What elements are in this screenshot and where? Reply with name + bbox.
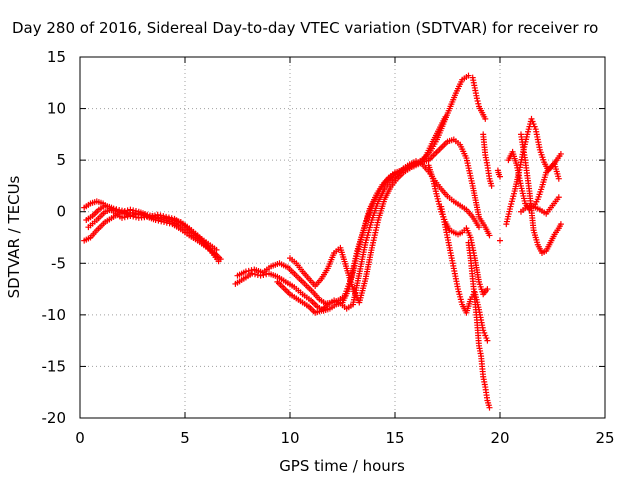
data-point-interp <box>116 206 123 213</box>
y-tick-label: 0 <box>56 203 66 221</box>
data-point <box>497 237 503 244</box>
grid <box>80 57 605 418</box>
data-point <box>488 182 495 189</box>
series-track-m <box>480 131 495 189</box>
data-point <box>497 173 503 180</box>
data-point-interp <box>166 220 173 227</box>
y-tick-label: 15 <box>47 48 66 66</box>
data-point <box>242 268 249 275</box>
data-point-interp <box>475 100 482 107</box>
y-tick-label: 5 <box>56 151 66 169</box>
x-tick-label: 25 <box>595 429 614 447</box>
series-track-c <box>83 202 220 253</box>
data-point <box>211 251 218 258</box>
data-point <box>127 206 134 213</box>
series-track-g <box>274 158 482 316</box>
data-point-interp <box>168 215 175 222</box>
y-tick-label: -5 <box>51 254 66 272</box>
x-tick-label: 5 <box>180 429 190 447</box>
data-point-interp <box>130 213 137 220</box>
data-point <box>484 286 491 293</box>
data-point-interp <box>132 210 139 217</box>
y-tick-label: -20 <box>42 409 67 427</box>
data-point <box>127 212 134 219</box>
data-point-interp <box>158 218 165 225</box>
data-point-interp <box>165 214 172 221</box>
data-point-interp <box>252 271 258 278</box>
data-point-interp <box>163 219 170 226</box>
series-track-h <box>287 136 493 306</box>
plot-frame <box>79 56 606 419</box>
y-axis: 15 10 5 0 -5 -10 -15 -20 <box>42 48 605 427</box>
data-point <box>476 224 482 231</box>
y-tick-label: -10 <box>42 306 67 324</box>
data-point-interp <box>254 271 261 278</box>
data-point <box>482 115 489 122</box>
data-point-interp <box>113 206 120 213</box>
x-axis: 0 5 10 15 20 25 <box>75 57 615 447</box>
data-point-interp <box>245 267 252 274</box>
series-track-l <box>469 74 489 122</box>
data-point <box>137 211 144 218</box>
x-tick-label: 20 <box>490 429 509 447</box>
x-tick-label: 15 <box>385 429 404 447</box>
data-point <box>557 221 564 228</box>
data-point <box>129 209 136 216</box>
data-point <box>110 205 117 212</box>
data-point-interp <box>151 212 158 219</box>
series-track-n <box>494 167 503 180</box>
series-track-k <box>465 239 493 411</box>
y-axis-label: SDTVAR / TECUs <box>5 175 23 298</box>
data-point-interp <box>160 213 167 220</box>
data-point <box>249 270 256 277</box>
series-track-d <box>85 205 218 258</box>
series-track-o <box>497 237 503 244</box>
data-point <box>484 337 491 344</box>
series-track-j <box>438 203 491 344</box>
series-track-s <box>518 194 562 217</box>
y-tick-label: -15 <box>42 357 67 375</box>
chart-title: Day 280 of 2016, Sidereal Day-to-day VTE… <box>12 19 598 37</box>
data-point-interp <box>135 211 142 218</box>
y-tick-label: 10 <box>47 100 66 118</box>
x-axis-label: GPS time / hours <box>279 457 405 475</box>
data-point <box>486 404 493 411</box>
data-point <box>557 150 564 157</box>
data-point-interp <box>157 212 164 219</box>
data-point-interp <box>121 214 128 221</box>
data-point <box>152 216 159 223</box>
data-point-interp <box>133 214 139 221</box>
data-point <box>442 113 449 120</box>
series-track-f <box>234 113 449 307</box>
data-point-interp <box>155 217 162 224</box>
data-point <box>161 219 167 226</box>
data-point <box>473 95 480 102</box>
data-point-interp <box>474 98 481 105</box>
data-point <box>217 256 224 263</box>
data-points <box>81 72 564 411</box>
data-point <box>154 211 161 218</box>
x-tick-label: 10 <box>280 429 299 447</box>
data-point <box>213 246 220 253</box>
data-point <box>555 175 562 182</box>
data-point <box>465 72 472 79</box>
x-tick-label: 0 <box>75 429 85 447</box>
data-point <box>486 232 493 239</box>
data-point <box>163 213 170 220</box>
data-point <box>555 194 562 201</box>
series-track-r <box>518 131 564 256</box>
